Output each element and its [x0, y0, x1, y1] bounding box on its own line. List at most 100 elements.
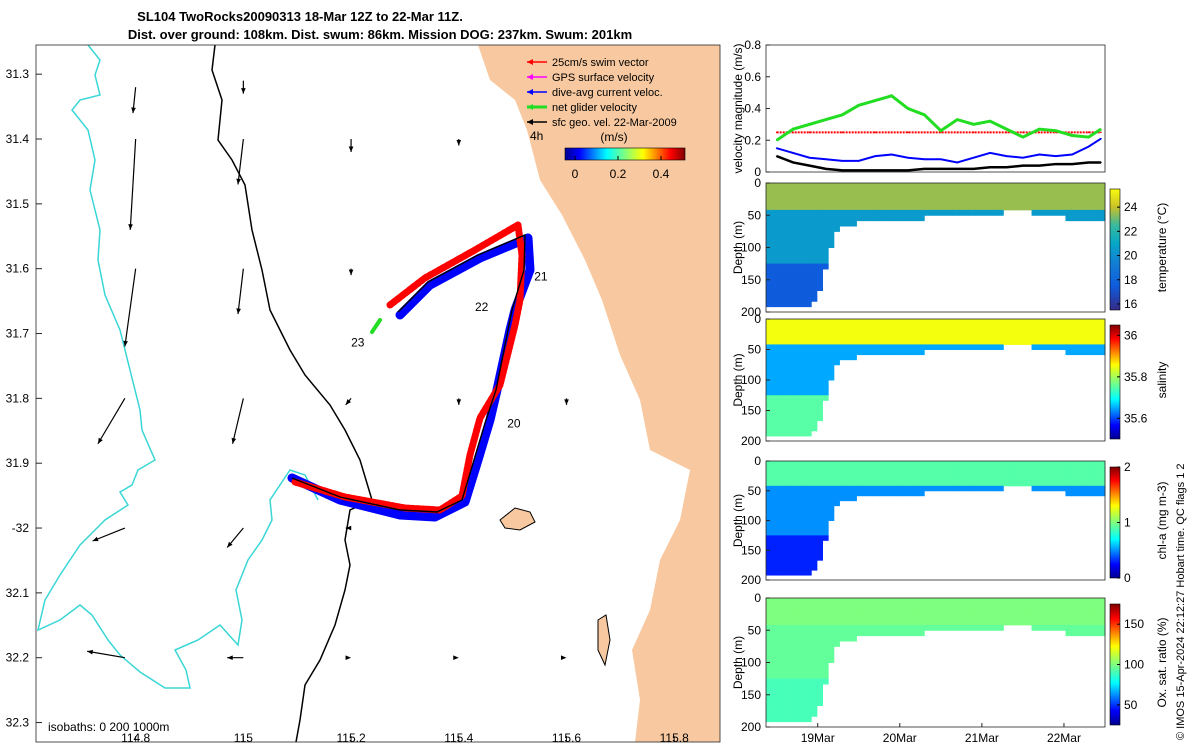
section-cell	[975, 319, 982, 325]
geostrophic-arrowhead	[345, 399, 352, 405]
section-cell	[822, 505, 829, 512]
section-cell	[766, 480, 773, 487]
section-cell	[777, 716, 784, 723]
isobath-1000m	[36, 44, 319, 689]
section-cell	[1048, 188, 1055, 195]
section-cell	[850, 215, 857, 222]
section-cell	[782, 684, 790, 690]
section-cell	[907, 183, 914, 189]
section-cell	[1014, 465, 1021, 472]
section-cell	[1088, 630, 1095, 637]
section-cell	[918, 603, 925, 610]
section-cell	[805, 430, 812, 437]
section-cell	[1031, 624, 1038, 631]
section-cell	[782, 678, 790, 685]
time-tick-label: 19Mar	[801, 731, 835, 745]
section-cell	[895, 204, 903, 211]
section-cell	[935, 624, 942, 631]
section-cell	[912, 188, 920, 195]
section-cell	[907, 339, 914, 345]
section-cell	[816, 635, 823, 642]
section-cell	[805, 694, 812, 701]
section-cell	[975, 475, 982, 482]
section-cell	[895, 603, 903, 610]
section-cell	[1054, 475, 1061, 482]
section-cell	[935, 334, 942, 340]
section-cell	[873, 630, 880, 637]
section-cell	[799, 226, 807, 232]
section-cell	[766, 598, 773, 604]
section-cell	[771, 269, 778, 275]
section-cell	[816, 525, 823, 531]
section-cell	[766, 678, 773, 685]
section-cell	[862, 624, 869, 631]
section-cell	[1071, 204, 1078, 211]
section-cell	[816, 603, 823, 610]
section-cell	[912, 349, 920, 356]
section-cell	[929, 209, 936, 216]
section-cell	[1020, 480, 1027, 487]
section-cell	[799, 485, 807, 492]
section-cell	[822, 470, 829, 477]
section-cell	[975, 204, 982, 211]
section-cell	[777, 560, 784, 566]
legend-label: sfc geo. vel. 22-Mar-2009	[552, 117, 677, 129]
section-cell	[777, 646, 784, 653]
section-cell	[935, 465, 942, 472]
section-cell	[766, 204, 773, 211]
section-cell	[1071, 319, 1078, 325]
section-cell	[901, 603, 908, 610]
section-cell	[952, 461, 959, 467]
time-tick-label: 22Mar	[1047, 731, 1081, 745]
section-cell	[901, 188, 908, 195]
section-cell	[788, 301, 795, 308]
section-cell	[805, 635, 812, 642]
section-cell	[782, 430, 790, 437]
section-cell	[918, 619, 925, 626]
section-cell	[986, 339, 993, 345]
section-cell	[895, 183, 903, 189]
section-cell	[777, 480, 784, 487]
section-cell	[941, 461, 948, 467]
section-cell	[980, 475, 987, 482]
section-cell	[1048, 193, 1055, 200]
section-cell	[816, 646, 823, 653]
section-cell	[816, 339, 823, 345]
section-cell	[799, 662, 807, 669]
section-cell	[782, 199, 790, 205]
section-cell	[788, 560, 795, 566]
section-cell	[1093, 475, 1100, 482]
section-cell	[805, 461, 812, 467]
section-cell	[799, 461, 807, 467]
section-cell	[912, 334, 920, 340]
section-cell	[782, 242, 790, 248]
section-cell	[782, 545, 790, 551]
section-cell	[782, 495, 790, 502]
section-cell	[975, 461, 982, 467]
section-cell	[980, 324, 987, 330]
section-cell	[890, 475, 897, 482]
section-cell	[986, 485, 993, 492]
section-cell	[794, 624, 801, 631]
section-cell	[986, 193, 993, 200]
section-cell	[986, 619, 993, 626]
section-cell	[777, 673, 784, 680]
section-cell	[1037, 193, 1044, 200]
map-x-tick-label: 115.8	[660, 731, 689, 745]
section-cell	[935, 603, 942, 610]
section-cell	[816, 520, 823, 526]
section-cell	[788, 710, 795, 717]
section-cell	[805, 630, 812, 637]
section-cell	[1082, 215, 1089, 222]
section-cell	[777, 614, 784, 620]
section-cell	[845, 635, 852, 642]
section-cell	[777, 236, 784, 243]
section-cell	[777, 470, 784, 477]
section-cell	[862, 619, 869, 626]
section-cell	[805, 374, 812, 381]
section-cell	[799, 510, 807, 517]
section-cell	[805, 700, 812, 706]
section-cell	[794, 641, 801, 647]
section-cell	[946, 470, 953, 477]
section-cell	[1025, 470, 1033, 477]
